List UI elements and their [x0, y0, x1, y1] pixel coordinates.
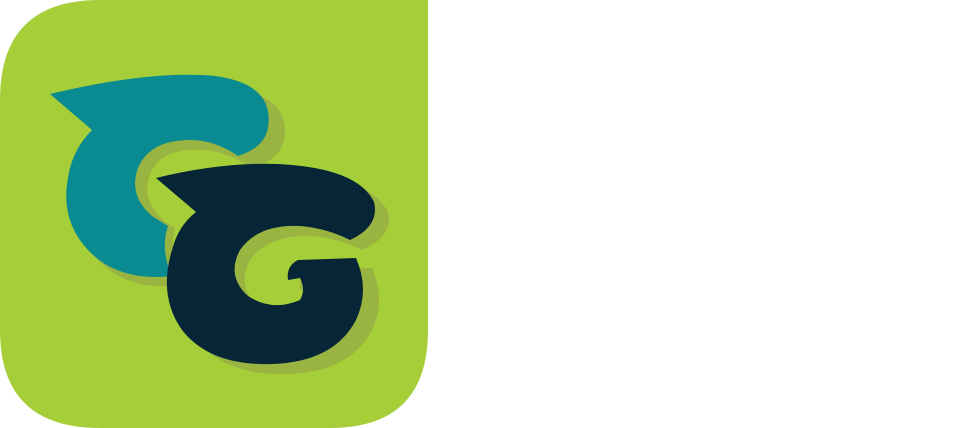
empty-background	[428, 0, 972, 428]
back-letter-g	[50, 74, 269, 277]
double-g-logo-icon	[0, 0, 428, 428]
front-letter-g	[156, 163, 375, 365]
logo-svg	[0, 0, 428, 428]
